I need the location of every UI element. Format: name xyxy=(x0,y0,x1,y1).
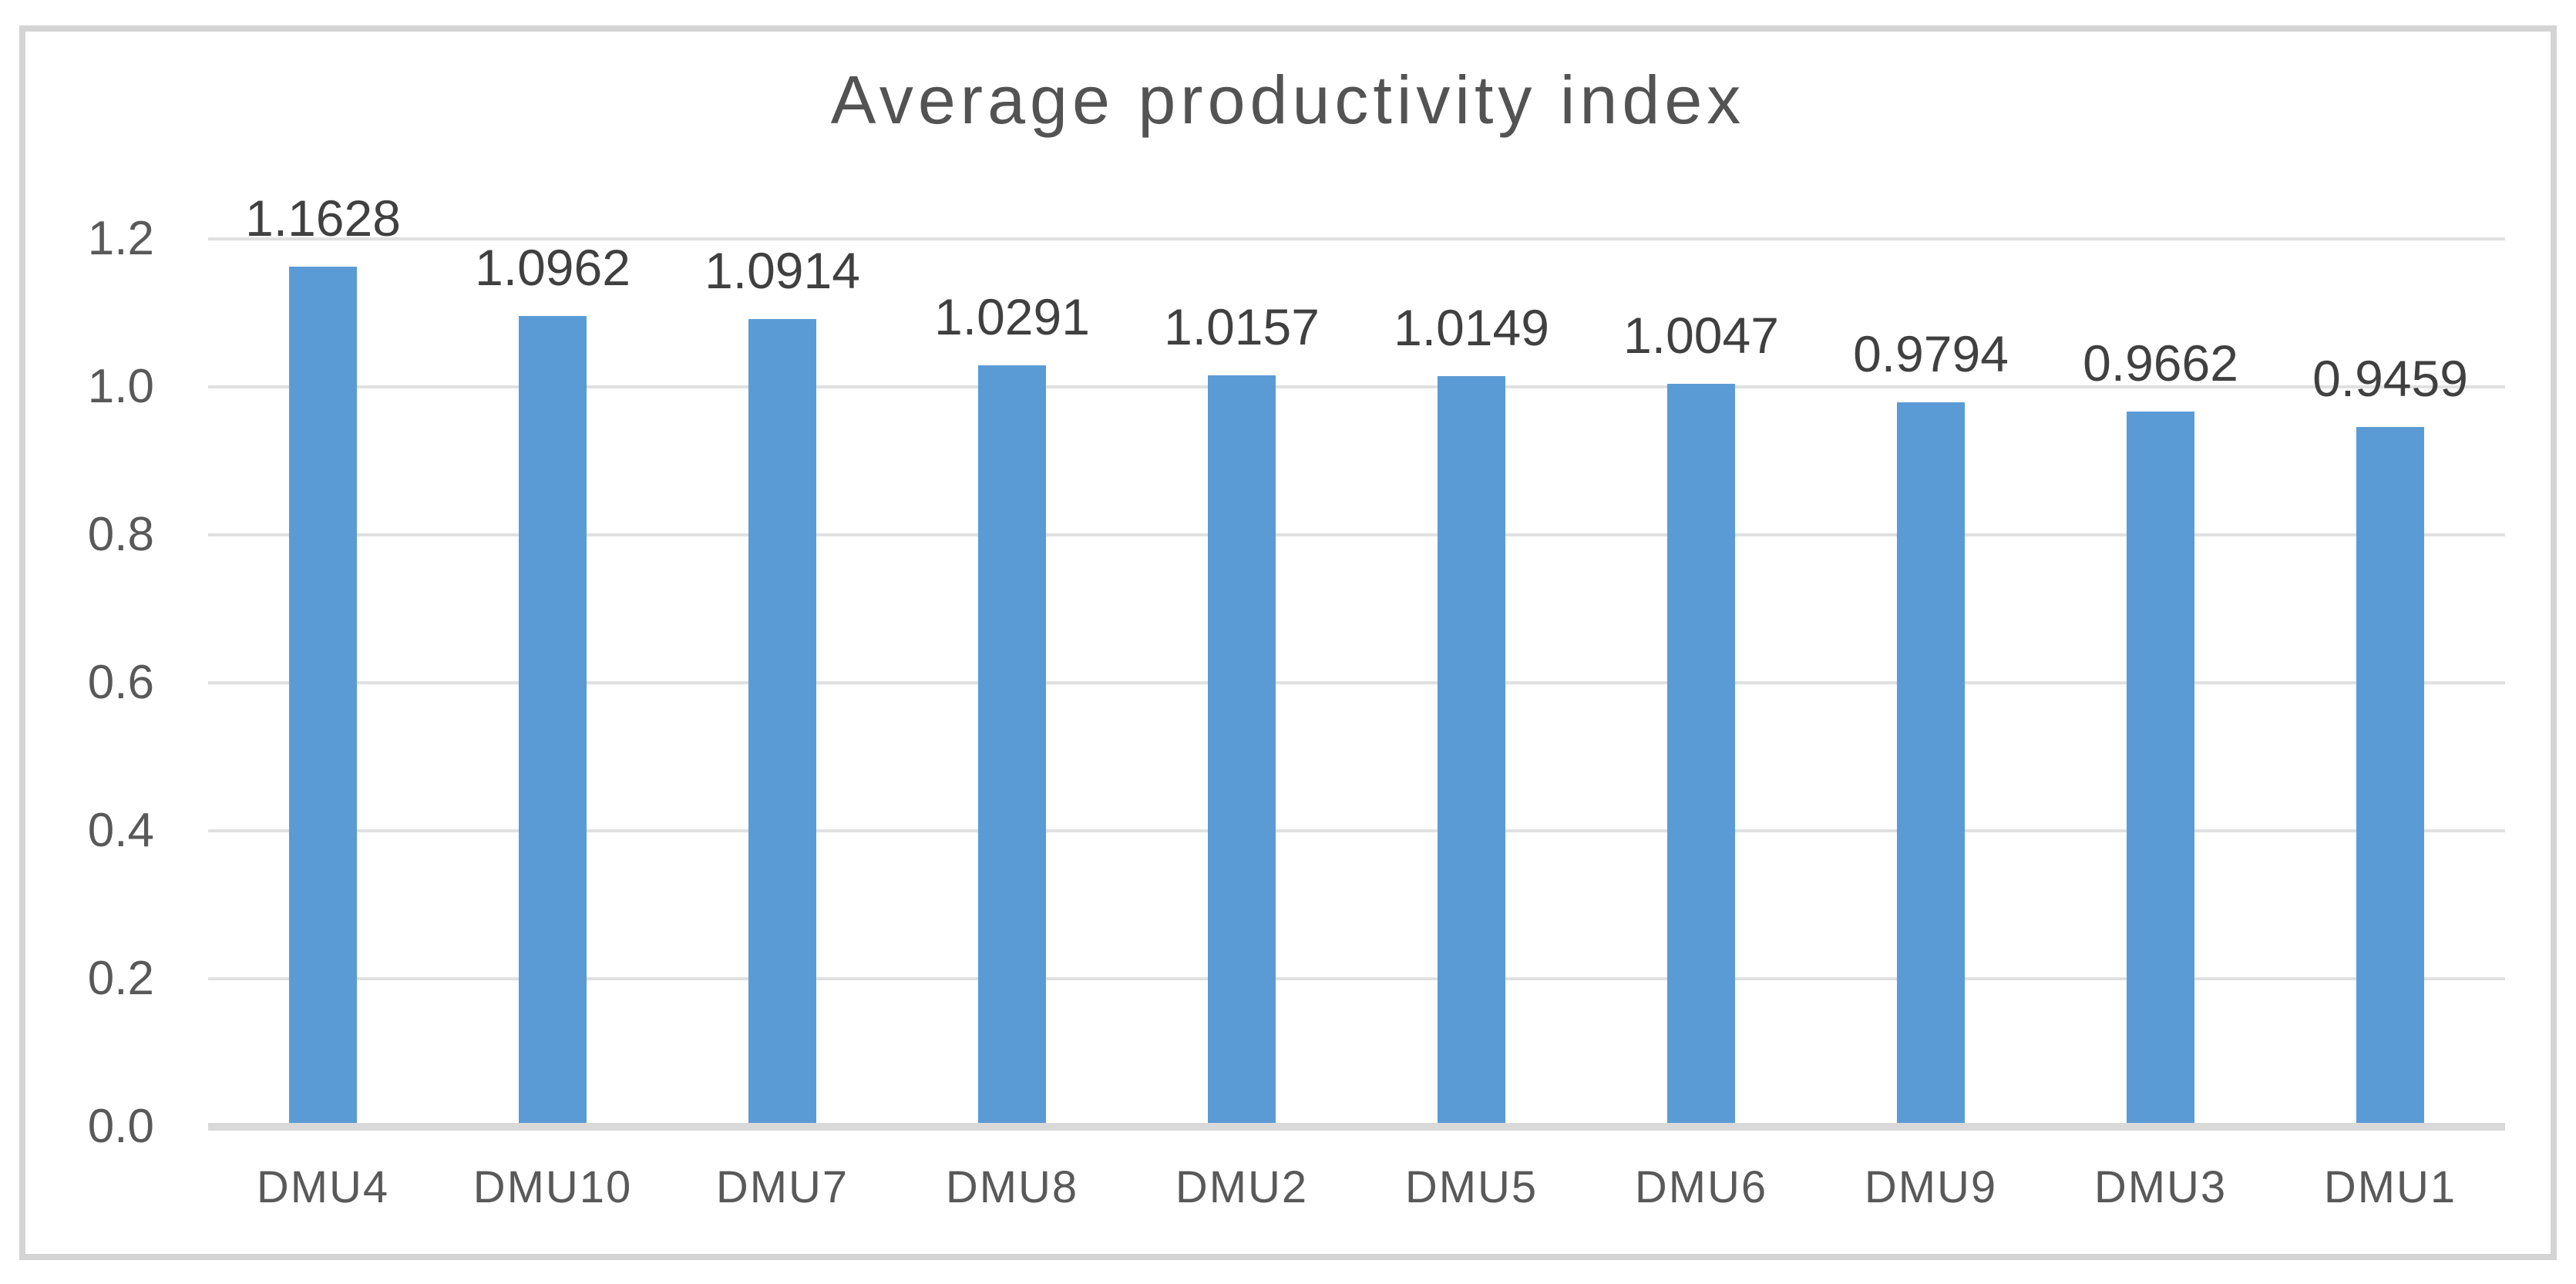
bar-dmu8 xyxy=(978,365,1046,1127)
bar-value-label: 0.9794 xyxy=(1853,324,2009,382)
bar-value-label: 1.0047 xyxy=(1623,306,1779,364)
y-axis-tick-label: 0.2 xyxy=(87,952,154,1005)
y-axis-tick-label: 0.6 xyxy=(87,656,154,709)
gridline xyxy=(208,385,2505,388)
bar-dmu2 xyxy=(1208,375,1276,1127)
x-axis-category-label: DMU10 xyxy=(472,1162,633,1212)
y-axis-tick-label: 0.8 xyxy=(87,508,154,561)
bar-dmu10 xyxy=(519,315,587,1127)
gridline xyxy=(208,237,2505,240)
y-axis-tick-label: 1.0 xyxy=(87,360,154,413)
bar-dmu5 xyxy=(1438,375,1505,1127)
bar-value-label: 1.0149 xyxy=(1394,298,1549,356)
bar-dmu3 xyxy=(2127,412,2194,1127)
gridline xyxy=(208,977,2505,980)
x-axis-category-label: DMU8 xyxy=(945,1162,1079,1212)
bar-value-label: 1.0157 xyxy=(1164,297,1320,355)
x-axis-category-label: DMU1 xyxy=(2323,1162,2457,1212)
x-axis-category-label: DMU2 xyxy=(1175,1162,1309,1212)
chart-title: Average productivity index xyxy=(830,62,1746,138)
x-axis-category-label: DMU5 xyxy=(1404,1162,1539,1212)
bar-value-label: 1.0291 xyxy=(934,288,1090,346)
bar-value-label: 1.0962 xyxy=(475,238,631,296)
gridline xyxy=(208,533,2505,536)
y-axis-tick-label: 0.4 xyxy=(87,804,154,857)
x-axis-category-label: DMU4 xyxy=(256,1162,390,1212)
y-axis: 0.0 0.2 0.4 0.6 0.8 1.0 1.2 xyxy=(31,215,154,1151)
bar-dmu9 xyxy=(1897,402,1965,1127)
bar-dmu1 xyxy=(2356,426,2424,1127)
x-axis-category-label: DMU7 xyxy=(715,1162,849,1212)
x-axis-category-label: DMU9 xyxy=(1864,1162,1998,1212)
bar-value-label: 1.1628 xyxy=(245,189,401,247)
bar-value-label: 0.9459 xyxy=(2312,349,2468,407)
bar-value-label: 1.0914 xyxy=(705,242,860,300)
bar-value-label: 0.9662 xyxy=(2083,334,2238,392)
x-axis-category-label: DMU6 xyxy=(1634,1162,1768,1212)
y-axis-tick-label: 1.2 xyxy=(87,212,154,265)
x-axis-line xyxy=(208,1123,2505,1131)
x-axis-category-label: DMU3 xyxy=(2093,1162,2228,1212)
y-axis-tick-label: 0.0 xyxy=(87,1100,154,1153)
x-axis: DMU4 DMU10 DMU7 DMU8 DMU2 DMU5 DMU6 DMU9 DMU3 DMU… xyxy=(208,1165,2505,1227)
plot-area: 1.1628 1.0962 1.0914 1.0291 1.0157 1.0149 1.00… xyxy=(208,193,2505,1131)
bar-dmu6 xyxy=(1667,383,1735,1127)
gridline xyxy=(208,829,2505,832)
bar-dmu7 xyxy=(748,319,816,1127)
gridline xyxy=(208,681,2505,684)
bar-dmu4 xyxy=(289,266,357,1127)
